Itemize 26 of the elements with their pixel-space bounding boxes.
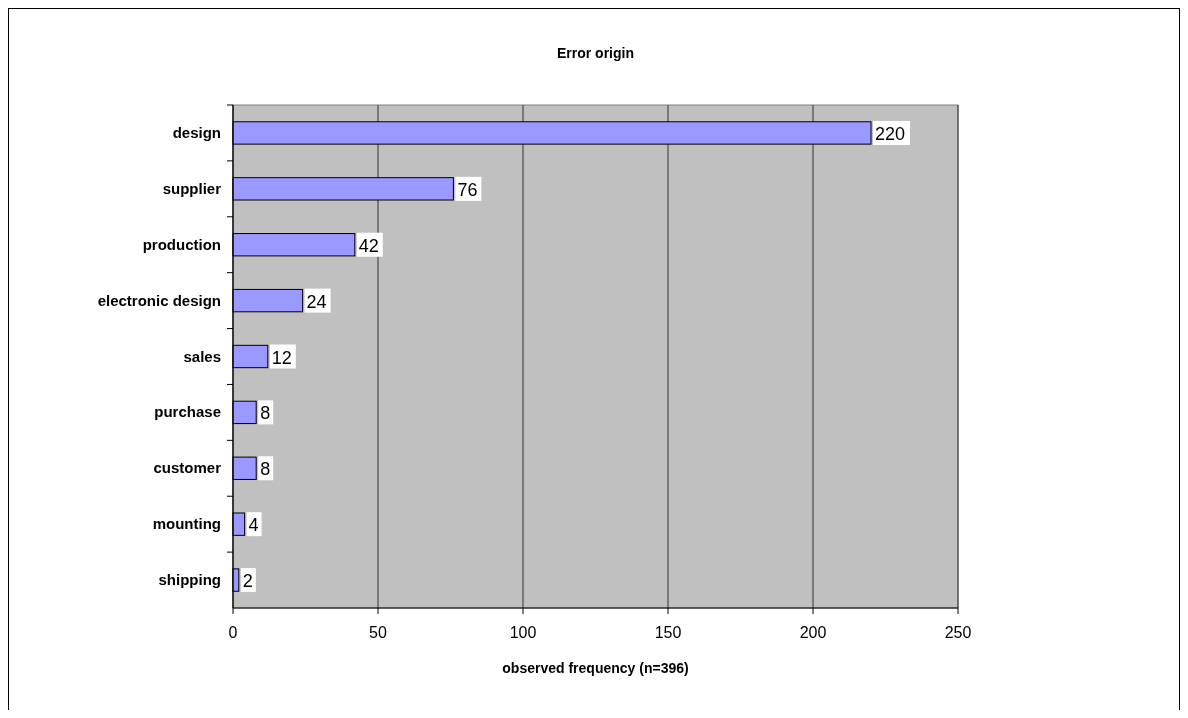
x-tick-label: 50 [369,624,387,641]
x-tick-label: 0 [228,624,238,641]
chart-title: Error origin [556,45,635,61]
data-label: 12 [271,347,292,368]
x-tick-label: 200 [799,624,827,641]
x-axis-title: observed frequency (n=396) [502,660,689,676]
y-tick-label: sales [183,347,221,365]
x-tick-label: 150 [654,624,682,641]
x-tick-label: 100 [509,624,537,641]
y-tick-label: electronic design [97,291,221,309]
data-label: 4 [248,515,259,536]
y-tick-label: mounting [152,515,221,533]
data-label: 24 [306,291,327,312]
data-label: 42 [358,235,379,256]
data-label: 220 [875,123,906,144]
y-tick-label: purchase [154,403,221,421]
y-tick-label: customer [153,459,222,477]
data-label: 8 [260,403,271,424]
x-tick-label: 250 [944,624,972,641]
data-label: 2 [242,571,253,592]
y-tick-label: production [142,235,221,253]
y-tick-label: design [172,123,221,141]
y-tick-label: shipping [158,571,221,589]
y-tick-label: supplier [162,179,222,197]
data-label: 76 [457,179,478,200]
data-label: 8 [260,459,271,480]
